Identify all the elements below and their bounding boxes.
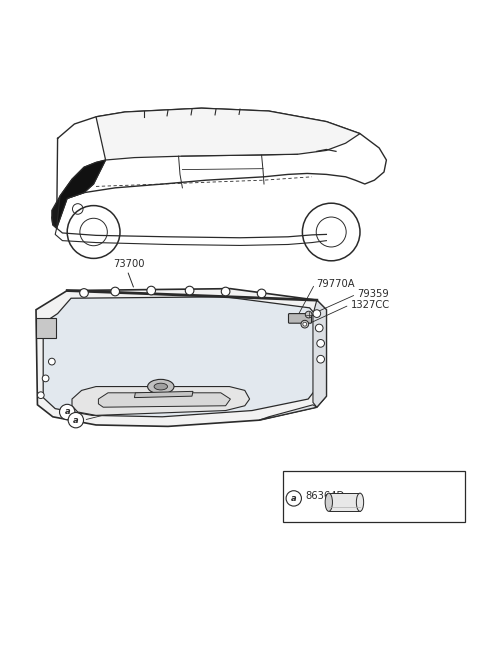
Polygon shape: [259, 405, 317, 420]
Polygon shape: [98, 393, 230, 407]
Text: a: a: [73, 416, 79, 424]
FancyBboxPatch shape: [288, 314, 312, 323]
Polygon shape: [96, 108, 360, 160]
Polygon shape: [72, 386, 250, 415]
Text: 86364D: 86364D: [306, 491, 345, 501]
Polygon shape: [52, 160, 106, 228]
Circle shape: [317, 356, 324, 363]
Circle shape: [313, 310, 321, 318]
Bar: [329, 493, 360, 512]
Circle shape: [60, 404, 75, 420]
Circle shape: [37, 392, 44, 399]
Circle shape: [80, 289, 88, 297]
Circle shape: [257, 289, 266, 298]
Circle shape: [317, 340, 324, 347]
Circle shape: [42, 375, 49, 382]
Circle shape: [68, 413, 84, 428]
Text: a: a: [64, 407, 70, 417]
Polygon shape: [43, 297, 317, 417]
Circle shape: [301, 320, 309, 328]
Circle shape: [286, 491, 301, 506]
Ellipse shape: [154, 383, 168, 390]
Circle shape: [111, 287, 120, 296]
Circle shape: [221, 287, 230, 296]
Circle shape: [48, 358, 55, 365]
Polygon shape: [36, 289, 326, 426]
Text: 79359: 79359: [357, 289, 389, 299]
Text: a: a: [291, 494, 297, 503]
Ellipse shape: [325, 493, 333, 512]
Circle shape: [185, 286, 194, 295]
Text: 73700: 73700: [113, 259, 144, 270]
Circle shape: [147, 286, 156, 295]
Text: 79770A: 79770A: [316, 279, 354, 289]
Polygon shape: [134, 392, 193, 398]
Polygon shape: [313, 300, 326, 407]
Text: 1327CC: 1327CC: [350, 300, 390, 310]
Ellipse shape: [356, 493, 364, 512]
Circle shape: [305, 311, 312, 318]
Circle shape: [303, 322, 307, 326]
Bar: [36, 318, 56, 338]
Ellipse shape: [148, 379, 174, 394]
Polygon shape: [57, 160, 106, 228]
Bar: [283, 470, 465, 522]
Circle shape: [315, 324, 323, 332]
